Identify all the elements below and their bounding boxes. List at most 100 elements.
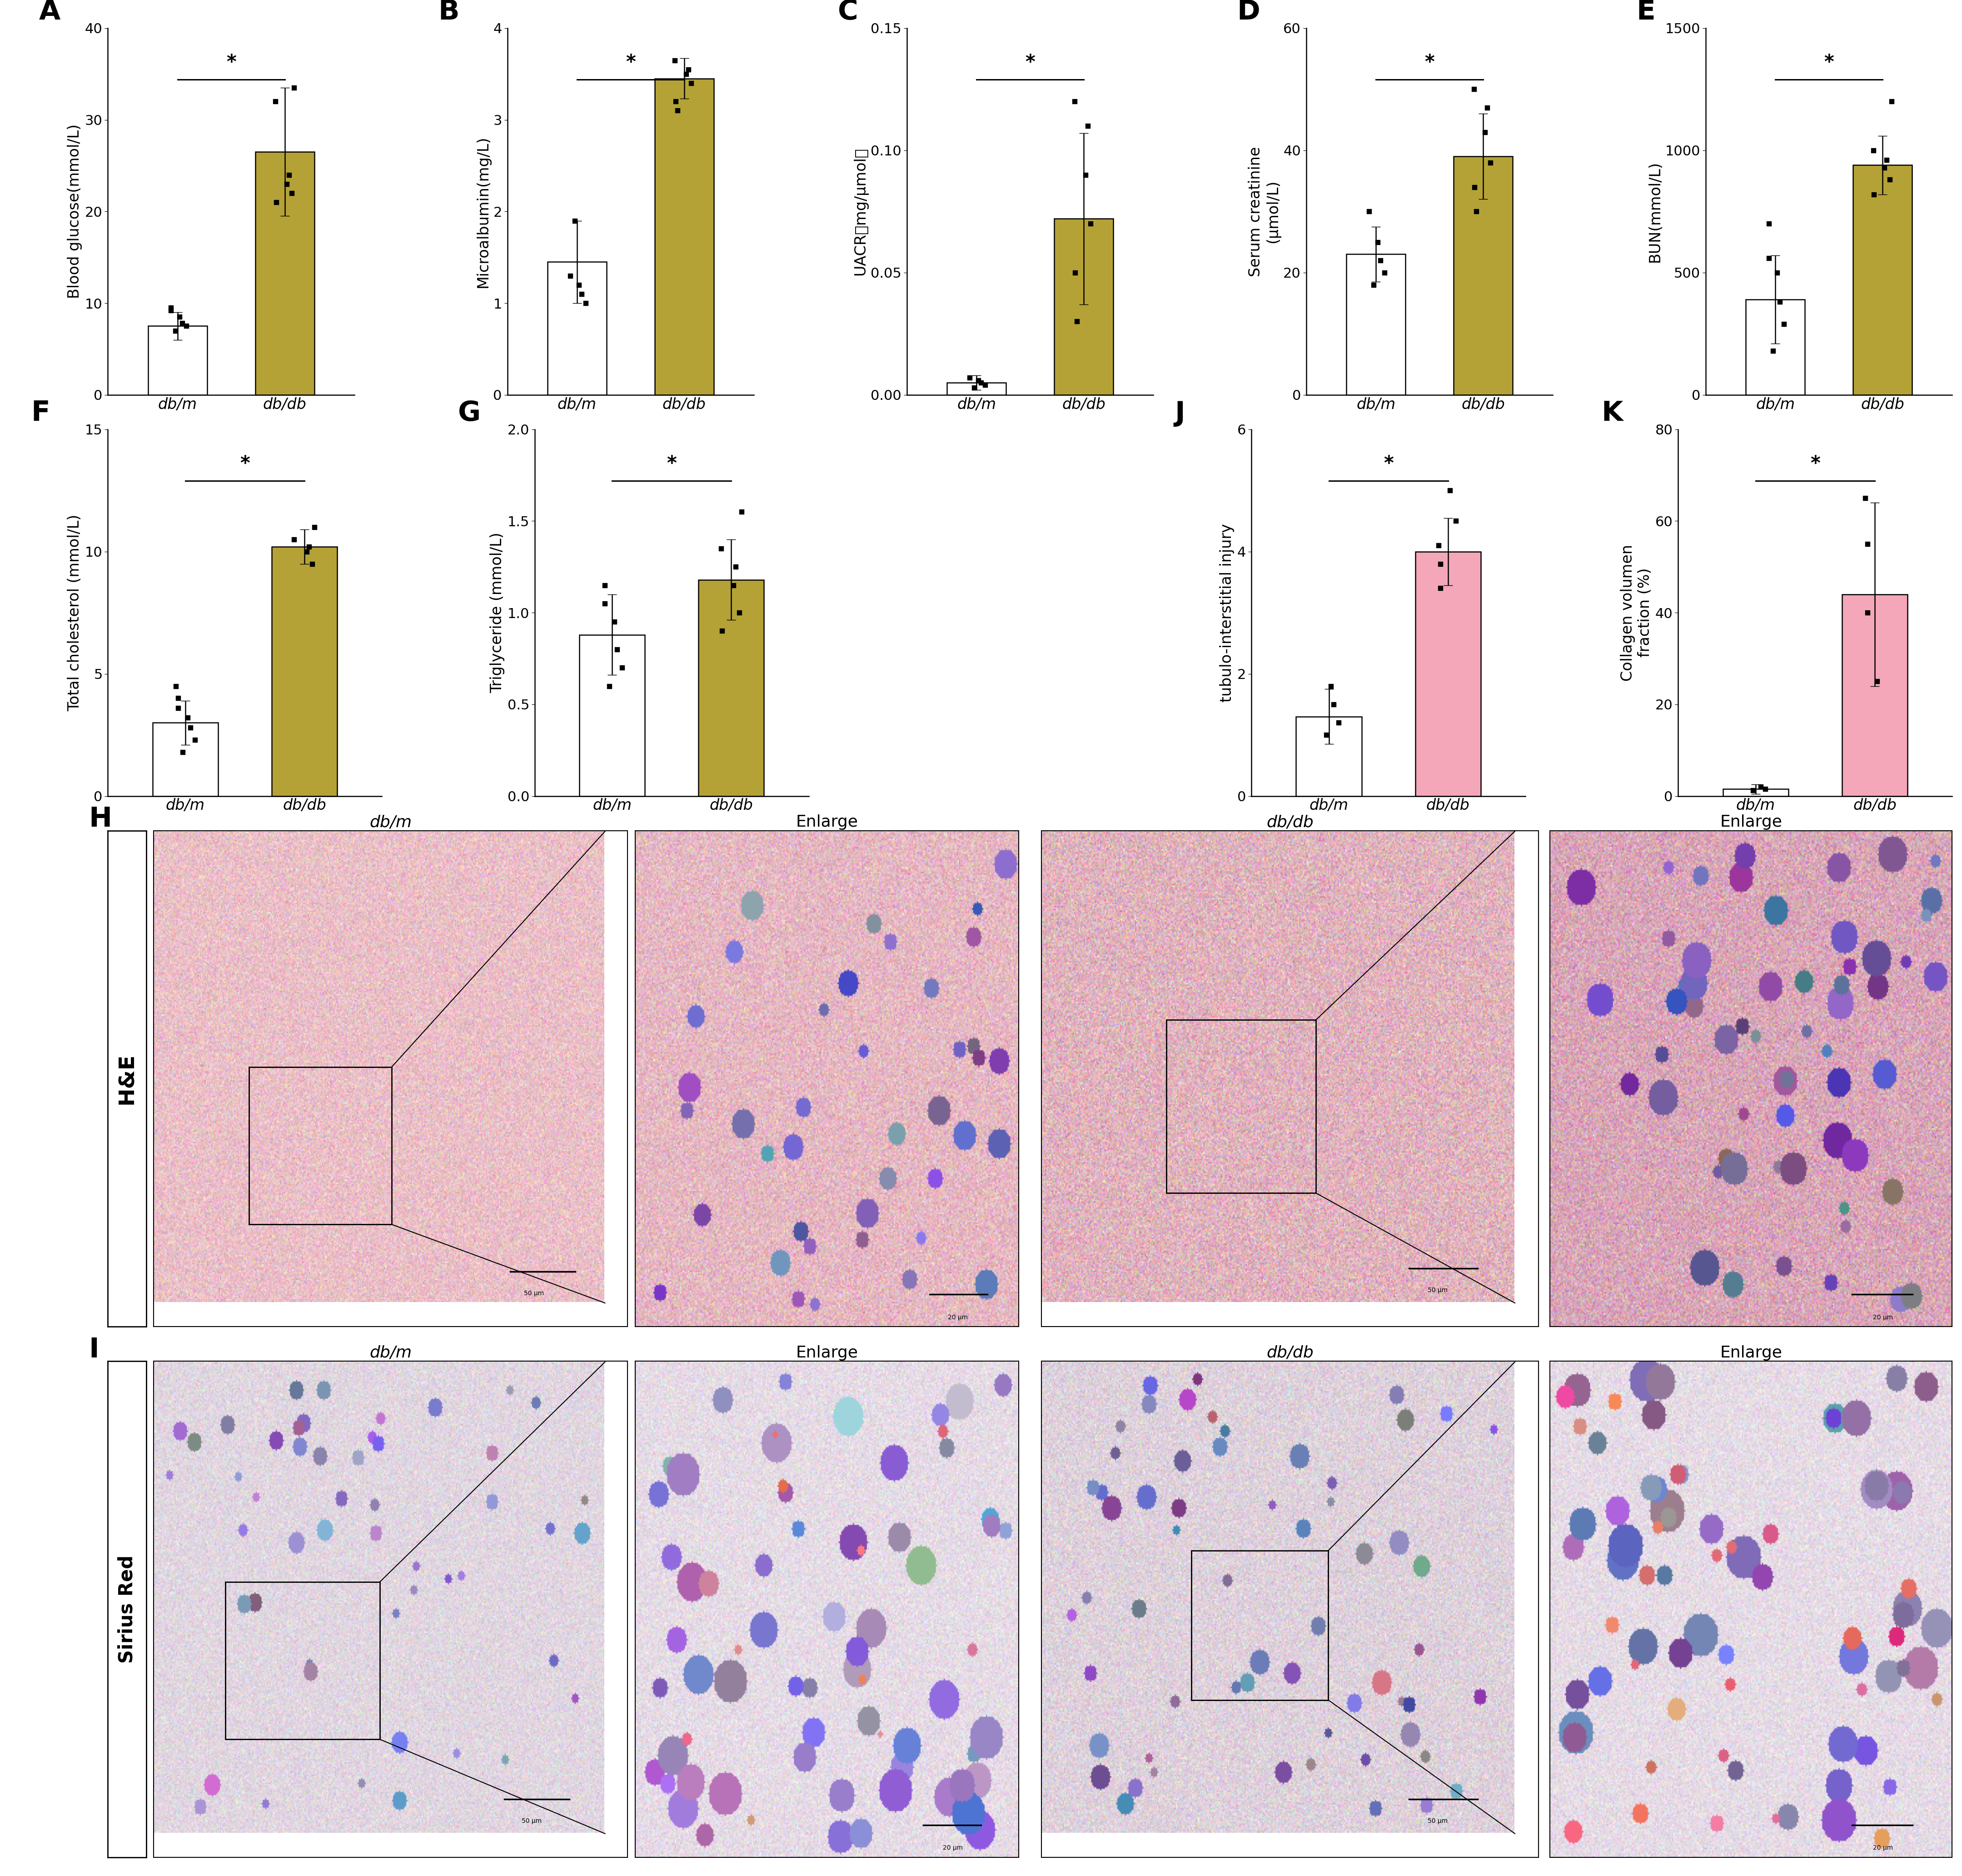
Point: [671, 58, 702, 88]
Point: [167, 308, 198, 338]
Point: [1311, 720, 1342, 750]
Point: [155, 293, 186, 323]
Text: E: E: [1636, 0, 1656, 26]
Bar: [579, 634, 645, 795]
Point: [1764, 287, 1795, 317]
Title: db/db: db/db: [1265, 814, 1313, 829]
Point: [563, 270, 594, 300]
Point: [155, 296, 186, 326]
Bar: [698, 580, 763, 795]
Point: [271, 169, 302, 199]
Point: [1858, 180, 1889, 210]
Point: [1059, 86, 1091, 116]
Point: [261, 188, 292, 218]
Point: [1470, 116, 1501, 146]
Point: [292, 531, 324, 561]
Bar: [1167, 1021, 1317, 1193]
Y-axis label: Triglyceride (mmol/L): Triglyceride (mmol/L): [490, 533, 504, 692]
Text: K: K: [1601, 400, 1623, 428]
Text: *: *: [226, 53, 235, 71]
Bar: [1415, 552, 1481, 795]
Point: [163, 683, 194, 713]
Point: [1744, 771, 1776, 801]
Text: 50 μm: 50 μm: [522, 1818, 542, 1823]
Point: [1876, 86, 1907, 116]
Point: [1424, 550, 1456, 580]
Bar: [271, 546, 337, 795]
Y-axis label: Total cholesterol (mmol/L): Total cholesterol (mmol/L): [67, 514, 82, 711]
Point: [1061, 306, 1093, 336]
Point: [675, 68, 706, 98]
Point: [594, 672, 626, 702]
Text: 20 μm: 20 μm: [948, 1315, 967, 1321]
Point: [1440, 507, 1472, 537]
Title: Enlarge: Enlarge: [797, 1345, 857, 1360]
Y-axis label: UACR（mg/μmol）: UACR（mg/μmol）: [853, 148, 867, 276]
Point: [296, 550, 328, 580]
Point: [1059, 257, 1091, 287]
Point: [1424, 574, 1456, 604]
Point: [1472, 92, 1503, 122]
Text: D: D: [1238, 0, 1260, 26]
Point: [1874, 165, 1905, 195]
Bar: [249, 1067, 392, 1225]
Point: [1358, 270, 1389, 300]
Point: [726, 497, 757, 527]
Point: [965, 368, 997, 398]
Text: *: *: [1825, 53, 1834, 71]
Y-axis label: Serum creatinine
(μmol/L): Serum creatinine (μmol/L): [1248, 146, 1281, 276]
Point: [1458, 75, 1489, 105]
Point: [673, 54, 704, 84]
Y-axis label: BUN(mmol/L): BUN(mmol/L): [1648, 161, 1662, 263]
Point: [555, 261, 587, 291]
Point: [1750, 775, 1781, 805]
Point: [163, 302, 194, 332]
Bar: [1191, 1551, 1328, 1700]
Bar: [547, 263, 606, 394]
Text: 50 μm: 50 μm: [1428, 1818, 1448, 1823]
Point: [1069, 159, 1101, 189]
Y-axis label: Microalbumin(mg/L): Microalbumin(mg/L): [475, 135, 490, 287]
Point: [171, 311, 202, 341]
Point: [659, 45, 691, 75]
Text: *: *: [239, 454, 249, 473]
Point: [720, 552, 751, 582]
Text: 20 μm: 20 μm: [944, 1844, 963, 1852]
Text: *: *: [1383, 454, 1393, 473]
Text: I: I: [88, 1336, 98, 1364]
Point: [1736, 775, 1768, 805]
Point: [1315, 672, 1346, 702]
Point: [602, 634, 634, 664]
Point: [1366, 246, 1397, 276]
Title: Enlarge: Enlarge: [1721, 814, 1781, 829]
Bar: [1842, 595, 1907, 795]
Point: [1475, 148, 1507, 178]
Point: [179, 724, 210, 754]
Point: [1872, 144, 1903, 174]
Bar: [1852, 165, 1913, 394]
Text: 20 μm: 20 μm: [1874, 1315, 1893, 1321]
Point: [589, 589, 620, 619]
Point: [1354, 197, 1385, 227]
Text: G: G: [457, 400, 481, 428]
Point: [724, 598, 755, 628]
Point: [298, 512, 330, 542]
Point: [1071, 111, 1103, 141]
Title: Enlarge: Enlarge: [797, 814, 857, 829]
Point: [598, 606, 630, 636]
Point: [1369, 257, 1401, 287]
Bar: [1454, 156, 1513, 394]
Point: [659, 86, 691, 116]
Point: [1758, 336, 1789, 366]
Text: 50 μm: 50 μm: [524, 1291, 543, 1296]
Text: *: *: [626, 53, 636, 71]
Point: [163, 692, 194, 722]
Point: [963, 366, 995, 396]
Title: db/m: db/m: [369, 814, 412, 829]
Point: [1862, 666, 1893, 696]
Title: db/m: db/m: [369, 1345, 412, 1360]
Text: F: F: [31, 400, 51, 428]
Point: [1850, 484, 1882, 514]
Point: [277, 178, 308, 208]
Bar: [655, 79, 714, 394]
